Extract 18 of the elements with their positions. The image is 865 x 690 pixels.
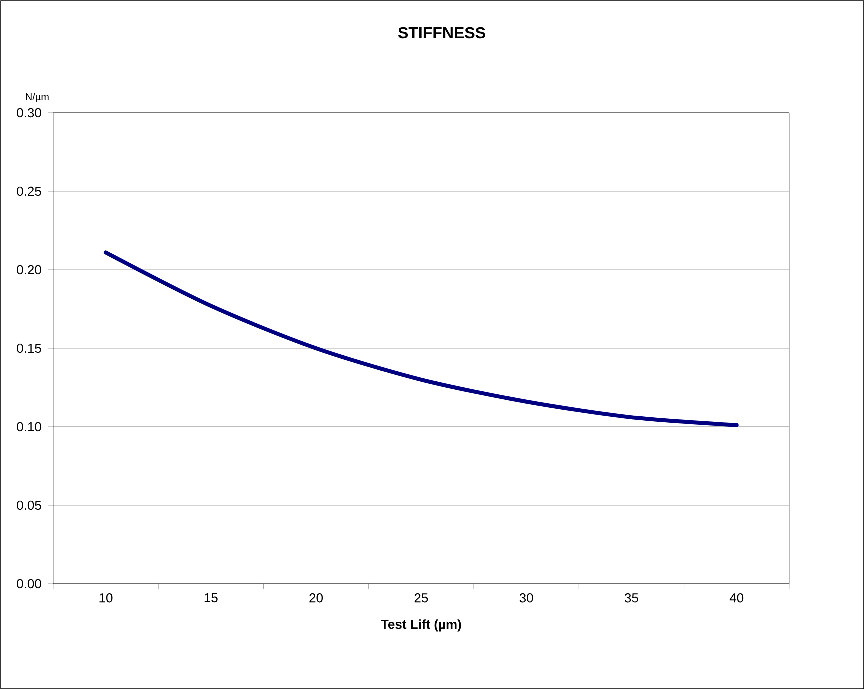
y-tick-label: 0.10: [17, 422, 42, 432]
x-tick-label: 40: [730, 594, 744, 603]
y-tick-label: 0.15: [17, 344, 42, 354]
x-tick-label: 35: [624, 594, 638, 603]
y-tick-label: 0.00: [17, 579, 42, 589]
chart-title: STIFFNESS: [398, 27, 486, 39]
x-tick-label: 30: [520, 594, 534, 603]
x-tick-label: 15: [204, 594, 218, 603]
y-axis-title: N/µm: [26, 93, 49, 102]
y-tick-label: 0.30: [17, 108, 42, 118]
y-tick-label: 0.25: [17, 186, 42, 196]
x-tick-label: 20: [310, 594, 324, 603]
x-tick-label: 25: [414, 594, 428, 603]
x-axis-title: Test Lift (µm): [381, 620, 462, 632]
y-tick-label: 0.05: [17, 500, 42, 510]
x-tick-label: 10: [100, 594, 113, 603]
y-tick-label: 0.20: [17, 265, 42, 275]
line-series: [104, 250, 739, 428]
